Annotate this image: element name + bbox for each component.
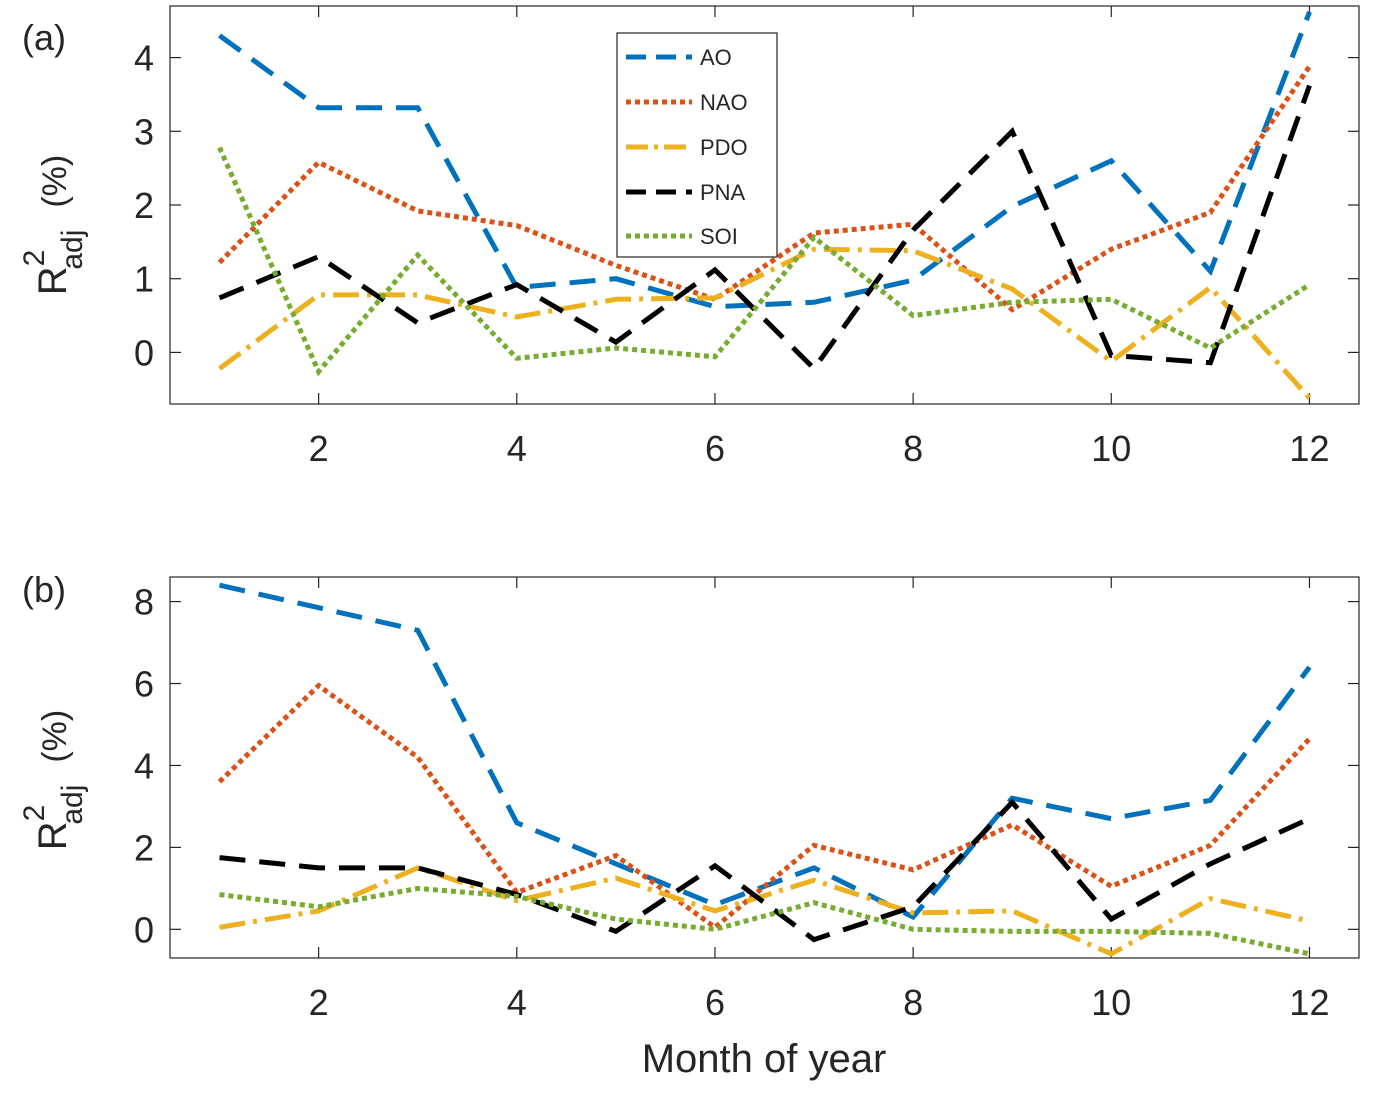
panel-a-ylabel: R2 adj (%) xyxy=(18,155,89,296)
series-line-pna xyxy=(219,798,1311,943)
x-tick-label: 6 xyxy=(705,428,725,469)
panel-b-ylabel-unit: (%) xyxy=(36,710,74,763)
panel-a-ylabel-sup: 2 xyxy=(18,250,51,267)
legend-item-pna: PNA xyxy=(626,180,746,205)
series-line-nao xyxy=(217,682,1312,931)
legend-item-soi: SOI xyxy=(626,224,738,249)
y-tick-label: 3 xyxy=(134,111,154,152)
y-tick-label: 4 xyxy=(134,38,154,79)
x-tick-label: 2 xyxy=(309,982,329,1023)
x-axis-label: Month of year xyxy=(642,1037,887,1081)
legend-item-nao: NAO xyxy=(626,90,748,115)
legend: AO NAO PDO PNA SOI xyxy=(616,32,778,258)
legend-item-ao: AO xyxy=(626,45,732,70)
panel-a-label: (a) xyxy=(22,17,66,58)
panel-b-axis-ticks: 2 4 6 8 10 12 0 2 4 6 8 xyxy=(134,577,1359,1023)
x-tick-label: 2 xyxy=(309,428,329,469)
series-line-ao xyxy=(218,11,1312,310)
y-tick-label: 2 xyxy=(134,185,154,226)
series-line-soi xyxy=(219,885,1311,957)
legend-label-soi: SOI xyxy=(700,224,738,249)
series-line-soi xyxy=(217,146,1311,377)
panel-b-label: (b) xyxy=(22,569,66,610)
y-tick-label: 8 xyxy=(134,582,154,623)
series-line-pdo xyxy=(219,865,1311,957)
y-tick-label: 0 xyxy=(134,332,154,373)
panel-a-series-lines xyxy=(217,11,1312,400)
panel-b-ylabel-sub: adj xyxy=(56,785,89,825)
panel-a-ylabel-sub: adj xyxy=(56,230,89,270)
x-tick-label: 8 xyxy=(903,982,923,1023)
panel-b-frame xyxy=(169,576,1360,959)
legend-label-ao: AO xyxy=(700,45,732,70)
legend-label-pna: PNA xyxy=(700,180,746,205)
x-tick-label: 6 xyxy=(705,982,725,1023)
series-line-pna xyxy=(218,84,1312,373)
y-tick-label: 2 xyxy=(134,827,154,868)
panel-a-ylabel-unit: (%) xyxy=(36,155,74,208)
legend-label-pdo: PDO xyxy=(700,135,748,160)
legend-item-pdo: PDO xyxy=(626,135,748,160)
x-tick-label: 10 xyxy=(1091,982,1131,1023)
x-tick-label: 12 xyxy=(1289,428,1329,469)
x-tick-label: 10 xyxy=(1091,428,1131,469)
panel-b-ylabel: R2 adj (%) xyxy=(18,710,89,851)
y-tick-label: 6 xyxy=(134,664,154,705)
panel-b-ylabel-main: R xyxy=(31,821,75,850)
panel-a-ylabel-main: R xyxy=(31,266,75,295)
x-tick-label: 4 xyxy=(507,428,527,469)
x-tick-label: 4 xyxy=(507,982,527,1023)
legend-label-nao: NAO xyxy=(700,90,748,115)
y-tick-label: 4 xyxy=(134,745,154,786)
series-line-nao xyxy=(217,64,1312,313)
x-tick-label: 12 xyxy=(1289,982,1329,1023)
x-tick-label: 8 xyxy=(903,428,923,469)
panel-b-ylabel-sup: 2 xyxy=(18,805,51,822)
panel-b-series-lines xyxy=(217,582,1312,957)
y-tick-label: 1 xyxy=(134,259,154,300)
y-tick-label: 0 xyxy=(134,909,154,950)
series-line-pdo xyxy=(218,246,1312,400)
